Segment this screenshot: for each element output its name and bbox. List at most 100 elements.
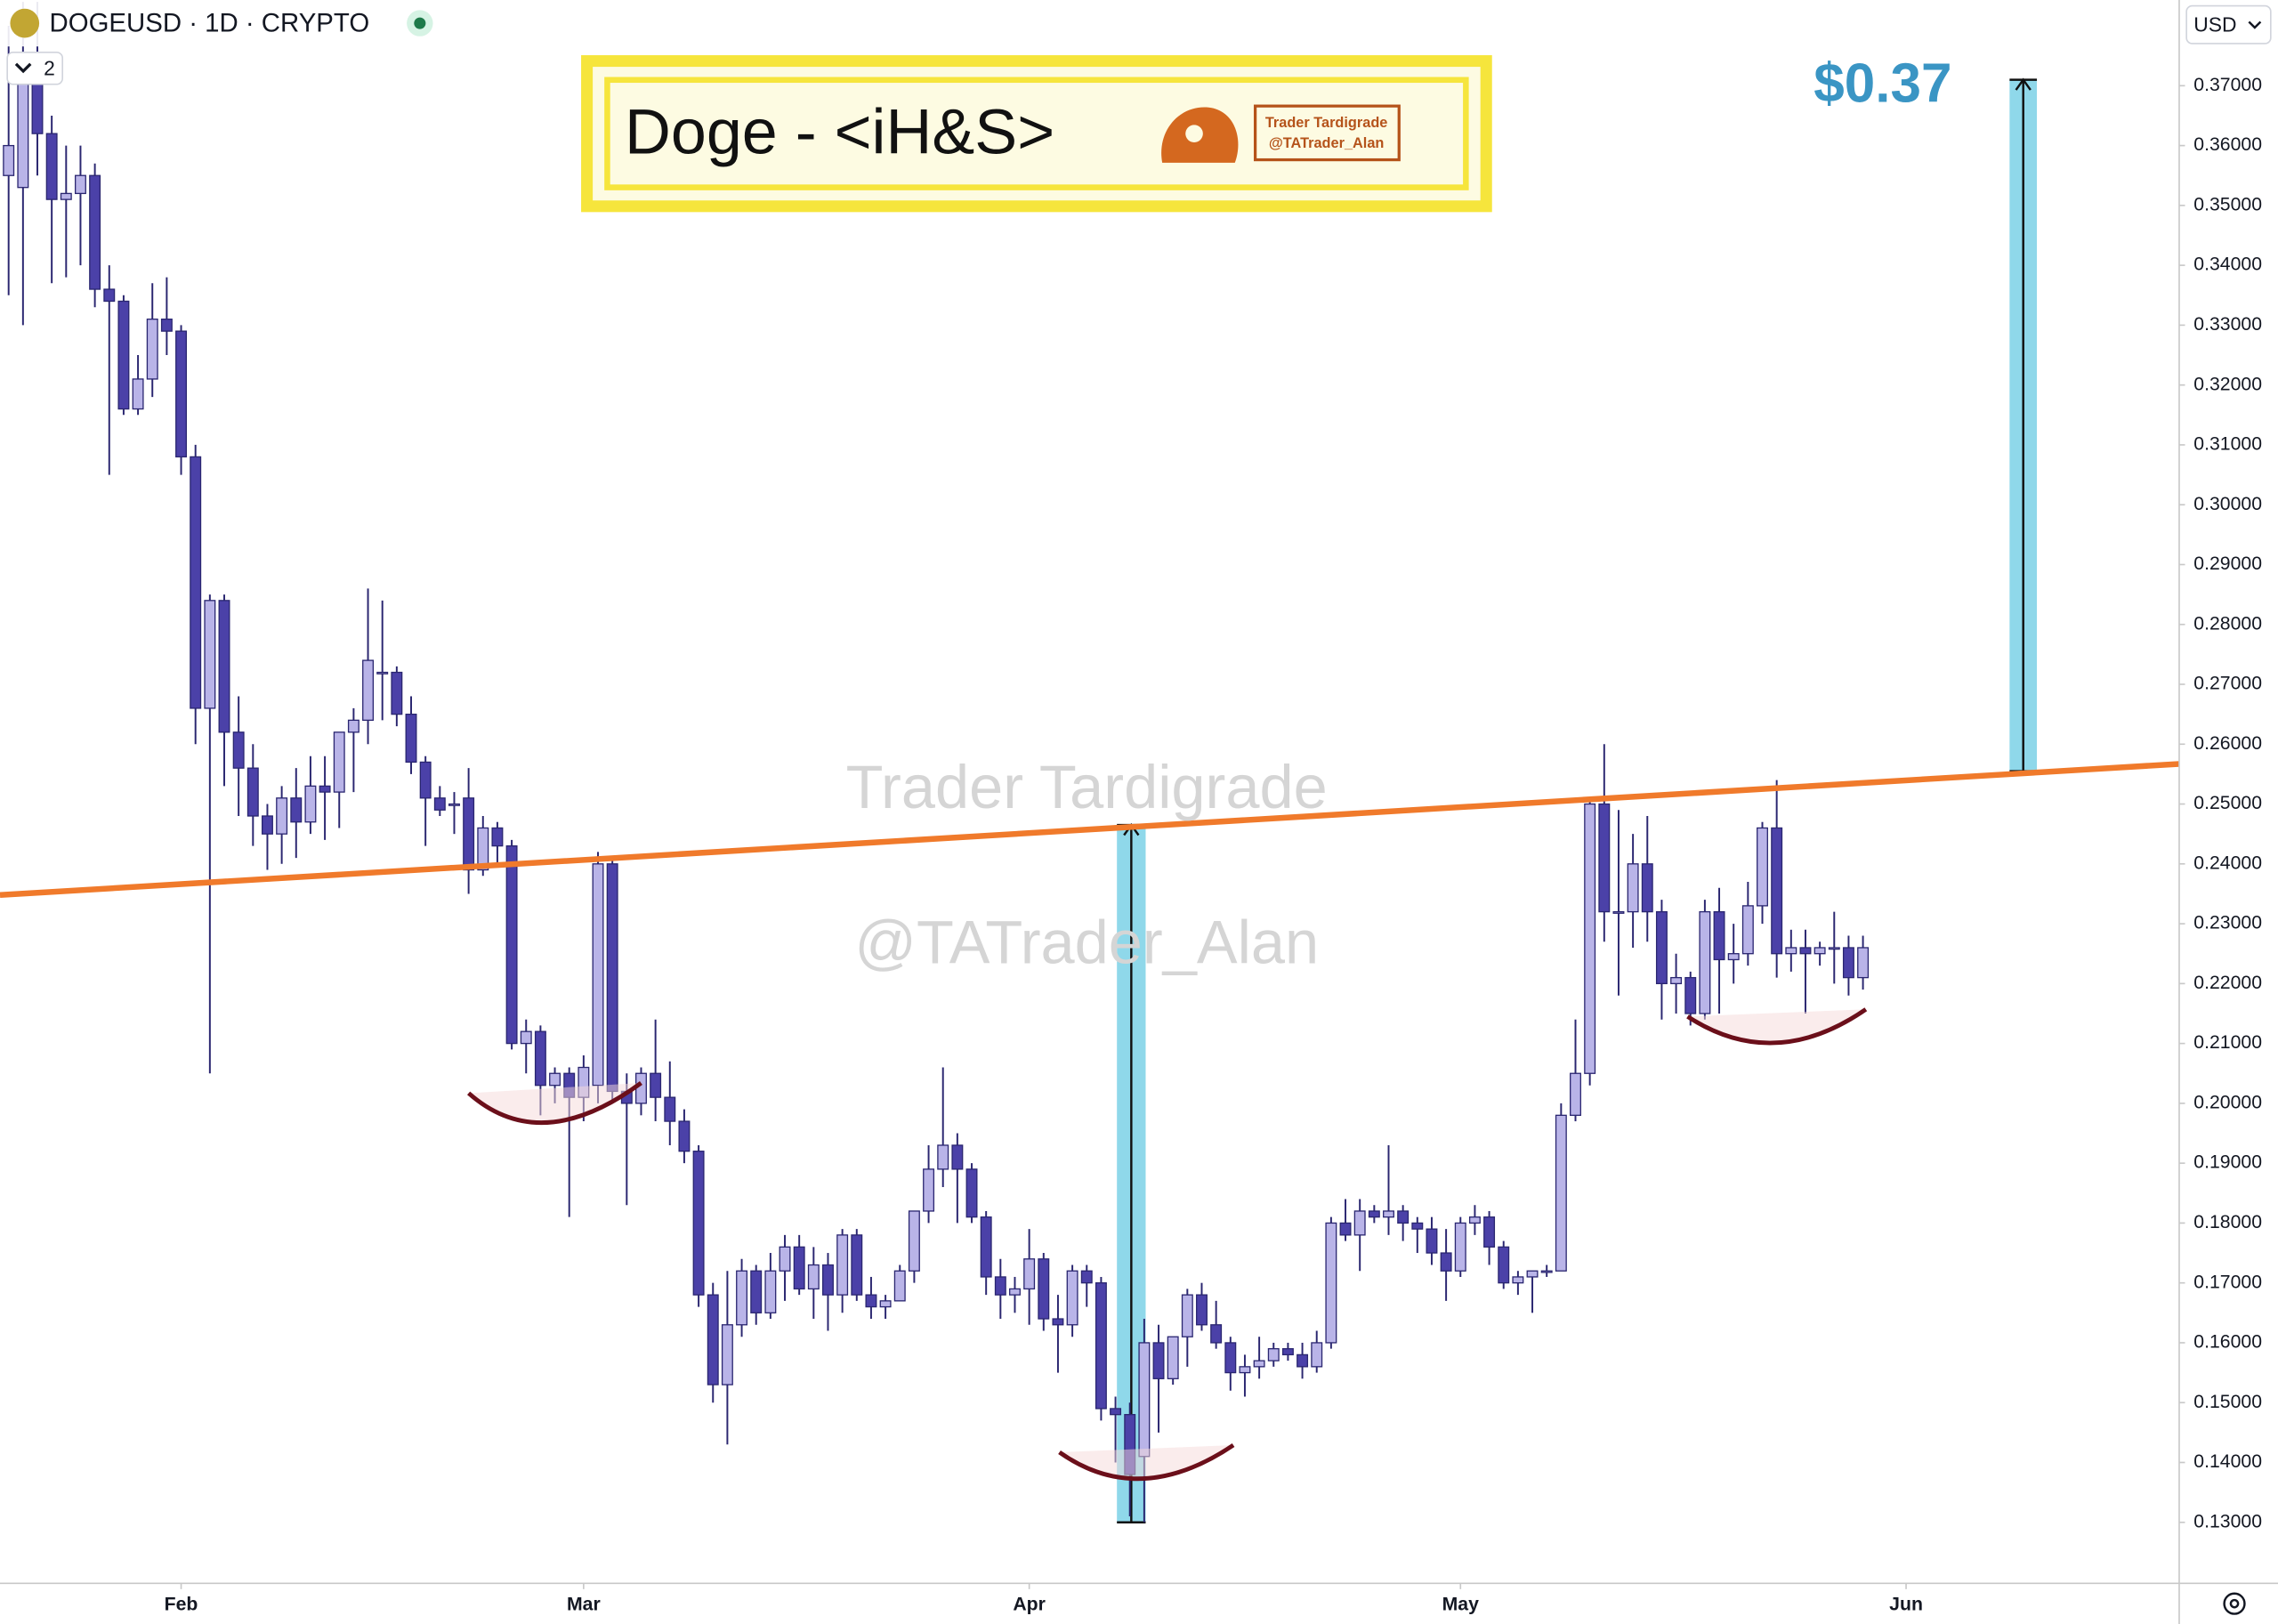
y-tick-label: 0.28000 <box>2193 613 2262 634</box>
y-tick-label: 0.33000 <box>2193 314 2262 335</box>
arc <box>1686 1007 1868 1046</box>
candle-body <box>1080 1270 1093 1284</box>
candle-body <box>1727 953 1740 961</box>
candle-body <box>1311 1342 1323 1368</box>
candle-body <box>650 1072 662 1098</box>
y-tick-label: 0.37000 <box>2193 75 2262 95</box>
indicator-count: 2 <box>44 56 55 79</box>
candle-body <box>1383 1210 1394 1218</box>
candle-body <box>304 785 317 823</box>
candle-body <box>1584 803 1596 1074</box>
header-background <box>0 0 451 47</box>
candle-body <box>246 767 259 817</box>
y-tick-label: 0.19000 <box>2193 1152 2262 1173</box>
settings-button[interactable] <box>2223 1592 2246 1615</box>
y-tick-label: 0.26000 <box>2193 733 2262 754</box>
candle-body <box>1368 1210 1380 1218</box>
candle-body <box>17 73 29 189</box>
candle-body <box>290 797 303 823</box>
candle-body <box>779 1246 791 1272</box>
candle-body <box>448 803 460 806</box>
watermark: @TATrader_Alan <box>854 908 1319 976</box>
candle-body <box>836 1234 849 1296</box>
candle-body <box>117 300 130 410</box>
indicators-toggle[interactable] <box>6 51 64 85</box>
chevron-icon <box>14 62 32 74</box>
candle-body <box>232 731 245 769</box>
currency-button[interactable]: USD <box>2185 4 2272 44</box>
candle-body <box>1598 803 1611 913</box>
candle-body <box>721 1324 733 1386</box>
y-tick-label: 0.22000 <box>2193 973 2262 993</box>
candle-body <box>534 1030 546 1087</box>
candle-body <box>1397 1210 1410 1224</box>
candle-body <box>1411 1222 1424 1230</box>
candle-body <box>1110 1408 1122 1416</box>
y-tick-label: 0.17000 <box>2193 1272 2262 1292</box>
candle-body <box>1540 1270 1553 1273</box>
candle-body <box>60 192 72 200</box>
x-tick-label: May <box>1442 1594 1479 1614</box>
title: Doge - <iH&S> <box>625 96 1054 167</box>
symbol-header: DOGEUSD · 1D · CRYPTO 2 <box>0 0 451 85</box>
candle-body <box>1210 1324 1223 1344</box>
settings-icon-center <box>2229 1598 2240 1609</box>
settings-icon[interactable] <box>2223 1592 2246 1615</box>
candle-body <box>664 1096 676 1122</box>
y-tick-label: 0.16000 <box>2193 1332 2262 1353</box>
symbol-icon <box>10 8 40 38</box>
logo-text: Trader Tardigrade <box>1265 115 1388 131</box>
candle-body <box>793 1246 805 1290</box>
candle-body <box>1555 1114 1567 1272</box>
candle-body <box>89 174 101 290</box>
candle-body <box>45 133 58 200</box>
y-tick-label: 0.27000 <box>2193 674 2262 694</box>
candle-body <box>893 1270 906 1302</box>
currency-box[interactable] <box>2185 4 2272 44</box>
candle-body <box>1483 1216 1496 1248</box>
candle-body <box>1814 947 1826 955</box>
candle-body <box>635 1072 647 1104</box>
candle-body <box>764 1270 777 1313</box>
candle-body <box>218 600 230 733</box>
y-tick-label: 0.18000 <box>2193 1212 2262 1232</box>
y-tick-label: 0.36000 <box>2193 134 2262 155</box>
candle-body <box>1009 1288 1021 1296</box>
candle-body <box>1339 1222 1352 1236</box>
candle-body <box>1612 910 1625 914</box>
candle-body <box>74 174 86 195</box>
x-tick-label: Feb <box>165 1594 198 1614</box>
candle-body <box>1468 1216 1481 1224</box>
candle-body <box>1757 827 1768 907</box>
candle-body <box>1857 947 1870 979</box>
candle-body <box>807 1264 820 1290</box>
candle-body <box>405 713 417 764</box>
candle-body <box>1641 863 1653 913</box>
candle-body <box>505 844 518 1045</box>
candle-body <box>419 761 432 799</box>
logo-eye <box>1185 125 1203 142</box>
candle-body <box>965 1168 978 1218</box>
candle-body <box>1713 910 1725 961</box>
candle-body <box>1670 976 1683 984</box>
candle-body <box>463 797 475 871</box>
candle-body <box>1353 1210 1366 1236</box>
candle-body <box>1095 1282 1107 1410</box>
logo: Trader Tardigrade @TATrader_Alan <box>1161 104 1401 163</box>
candle-body <box>1799 947 1812 955</box>
y-tick-label: 0.24000 <box>2193 852 2262 873</box>
candle-body <box>1699 910 1711 1014</box>
candle-body <box>994 1276 1006 1296</box>
arc <box>1058 1442 1235 1482</box>
candle-body <box>1038 1258 1050 1320</box>
candle-body <box>1167 1336 1179 1379</box>
candle-body <box>822 1264 834 1296</box>
candle-body <box>103 288 116 303</box>
candle-body <box>1066 1270 1078 1326</box>
title-frame <box>581 55 1492 213</box>
candle-body <box>1052 1318 1064 1326</box>
candle-body <box>175 330 188 458</box>
candle-body <box>879 1300 892 1308</box>
candle-body <box>1297 1353 1309 1368</box>
